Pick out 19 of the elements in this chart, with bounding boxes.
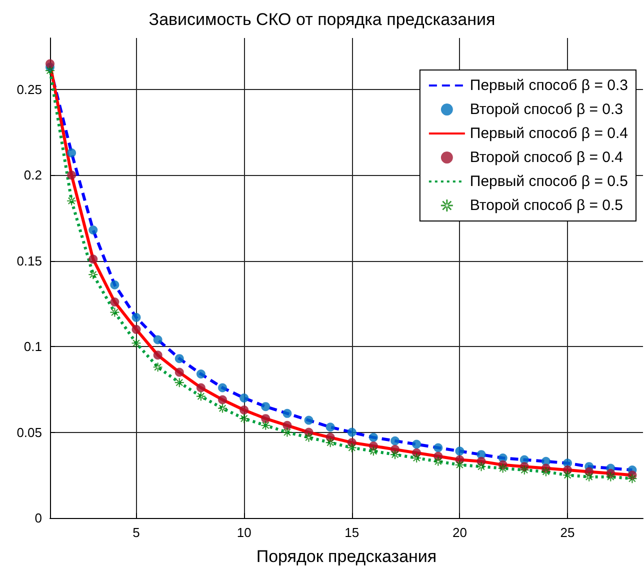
legend-label: Первый способ β = 0.5 [470, 173, 628, 190]
x-tick-label: 20 [452, 525, 467, 540]
x-axis-title: Порядок предсказания [256, 547, 437, 566]
legend-label: Второй способ β = 0.3 [470, 101, 624, 118]
y-tick-label: 0.2 [24, 168, 42, 183]
y-tick-label: 0 [34, 510, 42, 526]
x-tick-label: 10 [236, 525, 252, 540]
y-tick-label: 0.05 [16, 424, 42, 440]
chart-title: Зависимость СКО от порядка предсказания [148, 10, 496, 29]
y-tick-label: 0.15 [16, 253, 42, 268]
legend-label: Второй способ β = 0.4 [470, 149, 624, 166]
legend-label: Второй способ β = 0.5 [470, 197, 624, 214]
y-tick-label: 0.1 [24, 339, 42, 354]
y-tick-label: 0.25 [16, 82, 42, 97]
x-tick-label: 25 [560, 525, 575, 540]
legend-label: Первый способ β = 0.4 [470, 125, 628, 142]
legend-label: Первый способ β = 0.3 [470, 77, 628, 94]
x-tick-label: 15 [344, 525, 360, 540]
x-tick-label: 5 [132, 525, 140, 540]
